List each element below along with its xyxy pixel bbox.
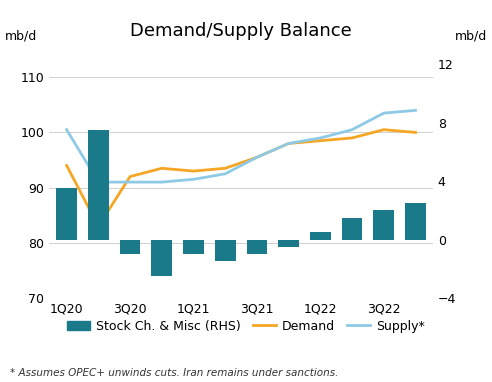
Text: mb/d: mb/d (5, 29, 37, 42)
Title: Demand/Supply Balance: Demand/Supply Balance (130, 23, 352, 40)
Bar (215, 240, 236, 261)
Text: mb/d: mb/d (455, 29, 487, 42)
Bar (88, 130, 109, 240)
Bar (152, 240, 172, 276)
Bar (57, 188, 77, 240)
Bar (120, 240, 140, 254)
Bar (342, 218, 363, 240)
Bar (405, 203, 426, 240)
Bar (373, 210, 394, 240)
Legend: Stock Ch. & Misc (RHS), Demand, Supply*: Stock Ch. & Misc (RHS), Demand, Supply* (62, 314, 430, 338)
Bar (278, 240, 299, 247)
Bar (310, 232, 331, 240)
Bar (246, 240, 267, 254)
Bar (183, 240, 204, 254)
Text: * Assumes OPEC+ unwinds cuts. Iran remains under sanctions.: * Assumes OPEC+ unwinds cuts. Iran remai… (10, 368, 338, 378)
